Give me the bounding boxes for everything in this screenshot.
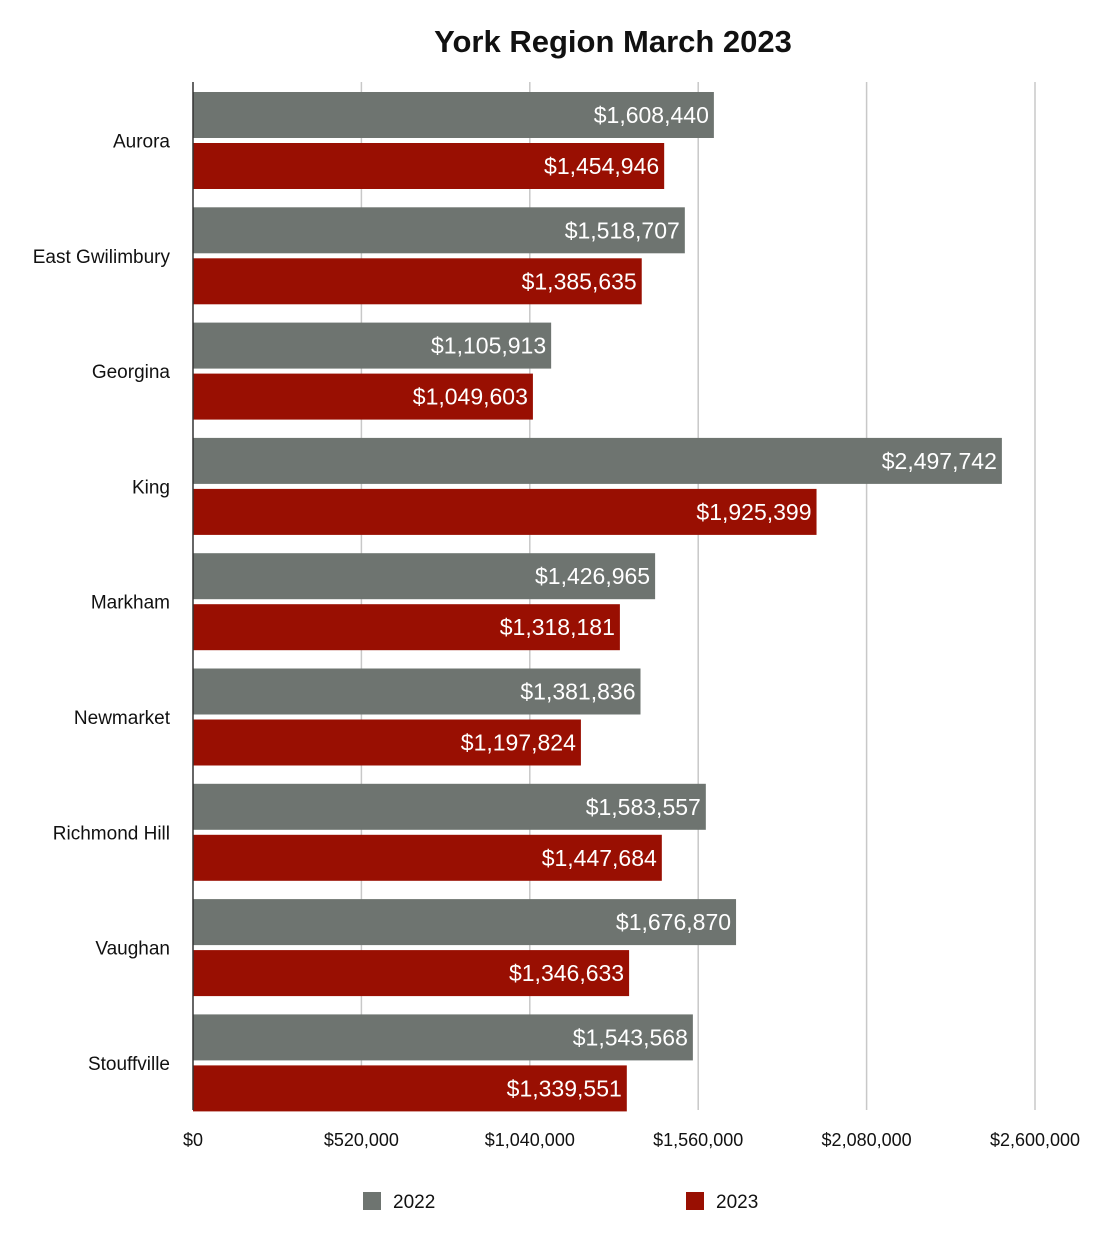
bar-value-label: $1,583,557	[586, 794, 701, 820]
bar-value-label: $1,049,603	[413, 384, 528, 410]
bar-value-label: $1,105,913	[431, 333, 546, 359]
bar-2023	[193, 834, 662, 881]
bar-2022	[193, 899, 737, 946]
category-labels: Aurora East Gwilimbury Georgina King Markham…	[33, 132, 171, 1075]
bar-value-label: $1,318,181	[500, 614, 615, 640]
x-tick-labels: $0 $520,000 $1,040,000 $1,560,000 $2,080,000…	[183, 1130, 1080, 1150]
bar-value-label: $1,543,568	[573, 1024, 688, 1050]
bar-value-label: $1,385,635	[522, 268, 637, 294]
category-label: King	[132, 477, 170, 498]
bars: $1,608,440 $1,454,946 $1,518,707 $1,385,635…	[193, 92, 1002, 1112]
x-tick-label: $1,040,000	[485, 1130, 575, 1150]
bar-value-label: $1,381,836	[520, 679, 635, 705]
bar-value-label: $1,346,633	[509, 960, 624, 986]
bar-2022	[193, 553, 656, 600]
bar-value-label: $1,339,551	[507, 1075, 622, 1101]
category-label: Markham	[91, 593, 170, 614]
x-tick-label: $2,600,000	[990, 1130, 1080, 1150]
bar-2023	[193, 1065, 627, 1112]
legend-swatch-2022	[363, 1192, 381, 1210]
bar-value-label: $1,426,965	[535, 563, 650, 589]
category-label: East Gwilimbury	[33, 247, 171, 268]
bar-value-label: $1,518,707	[565, 217, 680, 243]
legend-label-2022: 2022	[393, 1192, 435, 1213]
bar-2022	[193, 92, 714, 138]
bar-2022	[193, 668, 641, 715]
bar-2023	[193, 143, 665, 189]
bar-value-label: $1,197,824	[461, 730, 576, 756]
chart-title: York Region March 2023	[434, 24, 792, 59]
bar-value-label: $1,608,440	[594, 102, 709, 128]
legend: 2022 2023	[363, 1192, 758, 1213]
bar-value-label: $2,497,742	[882, 448, 997, 474]
x-tick-label: $0	[183, 1130, 203, 1150]
bar-2022	[193, 1014, 693, 1061]
bar-value-label: $1,454,946	[544, 153, 659, 179]
bar-value-label: $1,676,870	[616, 909, 731, 935]
bar-value-label: $1,447,684	[542, 845, 657, 871]
category-label: Stouffville	[88, 1054, 170, 1075]
bar-2023	[193, 719, 581, 766]
bar-2023	[193, 604, 620, 651]
bar-2022	[193, 207, 685, 254]
x-tick-label: $1,560,000	[653, 1130, 743, 1150]
bar-2022	[193, 437, 1002, 484]
bar-2022	[193, 783, 706, 830]
category-label: Aurora	[113, 132, 170, 153]
bar-2022	[193, 322, 552, 369]
legend-label-2023: 2023	[716, 1192, 758, 1213]
x-tick-label: $2,080,000	[822, 1130, 912, 1150]
legend-swatch-2023	[686, 1192, 704, 1210]
bar-2023	[193, 488, 817, 535]
bar-2023	[193, 258, 642, 305]
bar-2023	[193, 373, 533, 420]
category-label: Georgina	[92, 362, 171, 383]
category-label: Vaughan	[95, 939, 170, 960]
x-tick-label: $520,000	[324, 1130, 399, 1150]
bar-2023	[193, 950, 630, 997]
category-label: Newmarket	[74, 708, 171, 729]
bar-value-label: $1,925,399	[696, 499, 811, 525]
category-label: Richmond Hill	[53, 823, 170, 844]
